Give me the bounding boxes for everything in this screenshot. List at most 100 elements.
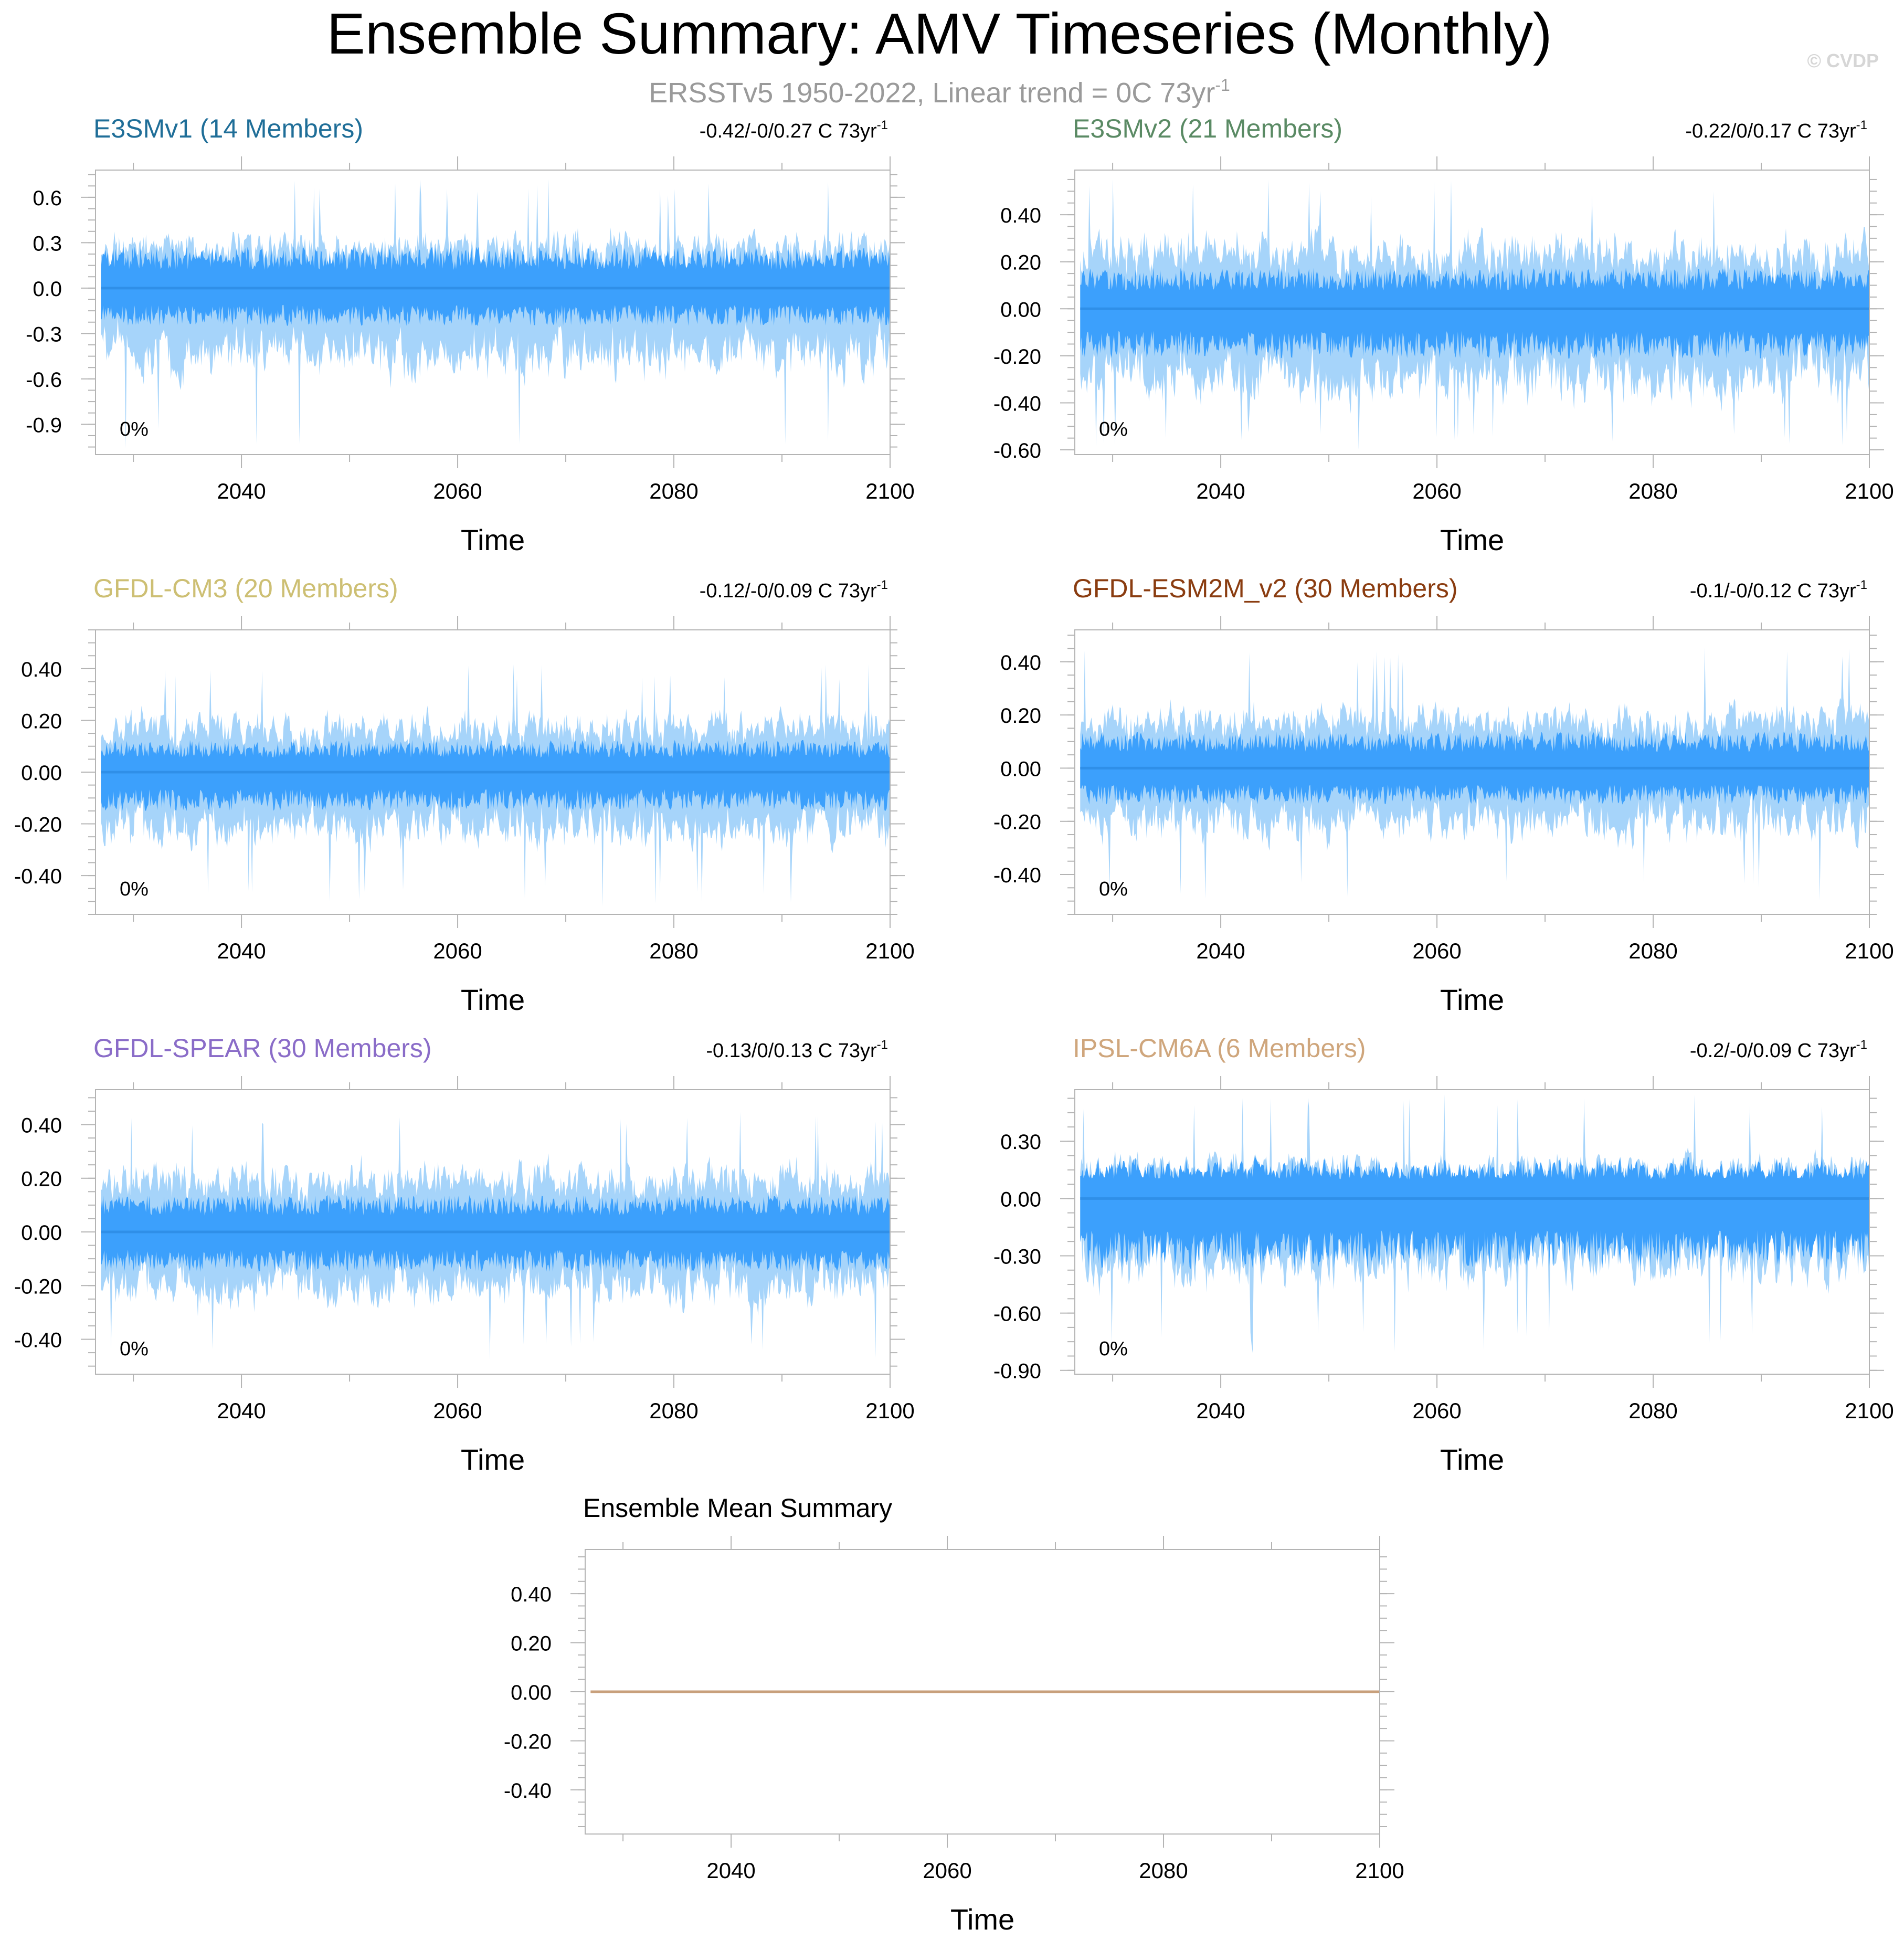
- y-tick-label: 0.6: [33, 187, 62, 210]
- y-tick-label: 0.20: [1000, 251, 1041, 275]
- x-tick-label: 2080: [649, 1398, 698, 1423]
- percent-label: 0%: [120, 418, 149, 440]
- trend-text-sup: -1: [1856, 578, 1867, 592]
- trend-text-value: -0.2/-0/0.09 C 73yr: [1690, 1040, 1856, 1062]
- y-tick-label: -0.30: [993, 1245, 1041, 1268]
- percent-label: 0%: [1099, 1338, 1128, 1360]
- figure-subtitle-text: ERSSTv5 1950-2022, Linear trend = 0C 73y…: [649, 77, 1215, 109]
- y-tick-label: 0.30: [1000, 1131, 1041, 1154]
- x-tick-label: 2060: [1412, 939, 1461, 963]
- panels-group: 2040 2060 2080 2100 -0.9 -0.6 -0.3 0.0 0.3 0.6 Tim…: [14, 114, 1894, 1936]
- panel-7: 2040 2060 2080 2100 -0.40 -0.20 0.00 0.20 0.40 Ti…: [504, 1493, 1404, 1936]
- trend-text-sup: -1: [1856, 118, 1867, 132]
- y-tick-label: 0.40: [21, 1114, 62, 1137]
- panel-title: GFDL-CM3 (20 Members): [93, 574, 398, 603]
- y-tick-label: -0.20: [14, 814, 62, 837]
- x-tick-label: 2040: [217, 479, 266, 503]
- x-tick-label: 2060: [433, 1398, 482, 1423]
- figure-title: Ensemble Summary: AMV Timeseries (Monthl…: [326, 2, 1552, 66]
- panel-title: Ensemble Mean Summary: [583, 1493, 892, 1523]
- x-tick-label: 2060: [433, 939, 482, 963]
- x-tick-label: 2080: [649, 939, 698, 963]
- y-tick-label: 0.40: [511, 1583, 552, 1606]
- plot-frame: [1074, 1089, 1870, 1375]
- trend-text-value: -0.22/0/0.17 C 73yr: [1685, 120, 1856, 142]
- x-tick-label: 2100: [1845, 939, 1894, 963]
- y-tick-label: -0.40: [993, 864, 1041, 887]
- y-tick-label: -0.60: [993, 439, 1041, 462]
- x-tick-label: 2100: [1845, 1398, 1894, 1423]
- trend-text: -0.42/-0/0.27 C 73yr-1: [700, 118, 888, 142]
- x-tick-label: 2080: [649, 479, 698, 503]
- trend-text: -0.13/0/0.13 C 73yr-1: [706, 1038, 888, 1062]
- x-tick-label: 2060: [1412, 479, 1461, 503]
- x-tick-label: 2040: [1196, 479, 1245, 503]
- plot-frame: [95, 170, 891, 455]
- y-tick-label: 0.00: [21, 1221, 62, 1245]
- y-tick-label: -0.40: [14, 865, 62, 888]
- y-tick-label: -0.60: [993, 1303, 1041, 1326]
- y-tick-label: 0.20: [21, 1168, 62, 1191]
- y-tick-label: -0.20: [993, 811, 1041, 834]
- x-axis-label: Time: [950, 1903, 1014, 1936]
- trend-text-value: -0.12/-0/0.09 C 73yr: [700, 580, 877, 602]
- y-tick-label: -0.40: [14, 1329, 62, 1352]
- panel-title: GFDL-ESM2M_v2 (30 Members): [1073, 574, 1458, 603]
- panel-3: 2040 2060 2080 2100 -0.40 -0.20 0.00 0.20 0.40 Ti…: [14, 574, 915, 1016]
- y-tick-label: 0.3: [33, 232, 62, 255]
- x-axis-label: Time: [1440, 983, 1504, 1016]
- trend-text: -0.2/-0/0.09 C 73yr-1: [1690, 1038, 1867, 1062]
- x-axis-label: Time: [461, 523, 525, 556]
- percent-label: 0%: [120, 878, 149, 900]
- panel-title: GFDL-SPEAR (30 Members): [93, 1034, 432, 1063]
- figure-subtitle: ERSSTv5 1950-2022, Linear trend = 0C 73y…: [649, 76, 1230, 109]
- figure-subtitle-sup: -1: [1215, 76, 1230, 94]
- x-tick-label: 2060: [1412, 1398, 1461, 1423]
- y-tick-label: -0.90: [993, 1360, 1041, 1383]
- x-tick-label: 2040: [217, 1398, 266, 1423]
- y-tick-label: 0.00: [21, 762, 62, 785]
- x-tick-label: 2100: [1355, 1858, 1404, 1883]
- y-tick-label: 0.40: [21, 658, 62, 681]
- panel-2: 2040 2060 2080 2100 -0.60 -0.40 -0.20 0.00 0.20 0…: [993, 114, 1894, 556]
- envelope-10-90: [101, 246, 890, 326]
- trend-text-value: -0.42/-0/0.27 C 73yr: [700, 120, 877, 142]
- y-tick-label: -0.3: [26, 323, 62, 346]
- y-tick-label: 0.00: [1000, 757, 1041, 781]
- y-tick-label: 0.00: [1000, 298, 1041, 321]
- trend-text-sup: -1: [1856, 1038, 1867, 1052]
- trend-text: -0.1/-0/0.12 C 73yr-1: [1690, 578, 1867, 602]
- x-tick-label: 2100: [865, 1398, 914, 1423]
- envelope-10-90: [1080, 1156, 1869, 1270]
- envelope-10-90: [101, 1195, 890, 1272]
- y-tick-label: 0.40: [1000, 204, 1041, 227]
- y-tick-label: 0.20: [1000, 704, 1041, 728]
- trend-text-value: -0.1/-0/0.12 C 73yr: [1690, 580, 1856, 602]
- plot-frame: [1074, 170, 1870, 455]
- x-tick-label: 2040: [217, 939, 266, 963]
- x-tick-label: 2060: [433, 479, 482, 503]
- y-tick-label: 0.40: [1000, 651, 1041, 674]
- panel-5: 2040 2060 2080 2100 -0.40 -0.20 0.00 0.20 0.40 Ti…: [14, 1034, 915, 1476]
- cvdp-watermark: © CVDP: [1807, 50, 1879, 71]
- envelope-10-90: [101, 740, 890, 811]
- x-tick-label: 2080: [1628, 479, 1677, 503]
- envelope-10-90: [1080, 268, 1869, 359]
- x-tick-label: 2040: [1196, 939, 1245, 963]
- trend-text: -0.22/0/0.17 C 73yr-1: [1685, 118, 1867, 142]
- percent-label: 0%: [1099, 418, 1128, 440]
- y-tick-label: 0.20: [511, 1632, 552, 1656]
- x-tick-label: 2080: [1628, 1398, 1677, 1423]
- trend-text: -0.12/-0/0.09 C 73yr-1: [700, 578, 888, 602]
- x-tick-label: 2080: [1139, 1858, 1188, 1883]
- x-axis-label: Time: [461, 1443, 525, 1476]
- y-tick-label: 0.0: [33, 278, 62, 301]
- x-tick-label: 2100: [865, 479, 914, 503]
- x-tick-label: 2100: [1845, 479, 1894, 503]
- y-tick-label: -0.6: [26, 368, 62, 392]
- x-axis-label: Time: [1440, 1443, 1504, 1476]
- x-tick-label: 2040: [706, 1858, 755, 1883]
- x-tick-label: 2080: [1628, 939, 1677, 963]
- x-axis-label: Time: [1440, 523, 1504, 556]
